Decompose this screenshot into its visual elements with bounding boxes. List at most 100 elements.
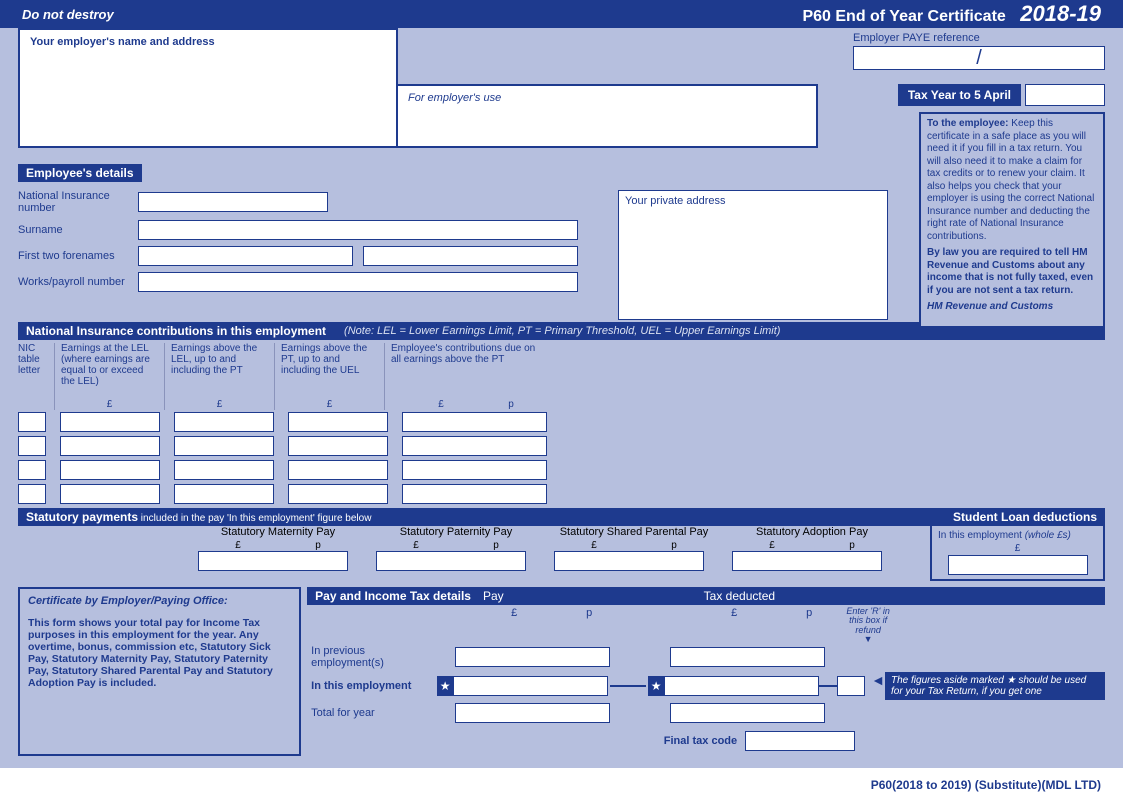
forename1-input[interactable]	[138, 246, 353, 266]
form-title: P60 End of Year Certificate 2018-19	[802, 1, 1101, 27]
student-loan-input[interactable]	[948, 555, 1088, 575]
final-tax-code-label: Final tax code	[657, 735, 737, 747]
nic-col-above-pt: Earnings above the PT, up to and includi…	[281, 343, 378, 399]
nic-letter-input[interactable]	[18, 484, 46, 504]
ni-number-label: National Insurance number	[18, 190, 138, 214]
pound-symbol: £	[281, 399, 378, 410]
cert-body: This form shows your total pay for Incom…	[28, 617, 291, 689]
this-employment-label: In this employment	[307, 680, 437, 692]
nic-contrib-input[interactable]	[402, 460, 547, 480]
pence-symbol: p	[671, 540, 677, 551]
star-icon: ★	[648, 676, 664, 696]
pence-symbol: p	[491, 399, 531, 410]
refund-hint-text: Enter 'R' in this box if refund	[846, 606, 889, 635]
statutory-header-text: Statutory payments	[26, 510, 138, 524]
notice-body: Keep this certificate in a safe place as…	[927, 118, 1094, 242]
statutory-input[interactable]	[198, 551, 348, 571]
ni-number-input[interactable]	[138, 192, 328, 212]
employer-name-address-box[interactable]: Your employer's name and address	[18, 28, 398, 148]
title-year: 2018-19	[1020, 1, 1101, 26]
nic-row	[18, 460, 1105, 480]
paye-separator: /	[976, 47, 982, 70]
tax-year-input[interactable]	[1025, 84, 1105, 106]
nic-contrib-input[interactable]	[402, 412, 547, 432]
pound-symbol: £	[391, 399, 491, 410]
this-pay-input[interactable]	[453, 676, 608, 696]
employee-details-header: Employee's details	[18, 164, 142, 182]
statutory-input[interactable]	[554, 551, 704, 571]
statutory-column: Statutory Shared Parental Pay£p	[554, 526, 714, 581]
nic-contrib-input[interactable]	[402, 484, 547, 504]
nic-above-pt-input[interactable]	[288, 484, 388, 504]
forename2-input[interactable]	[363, 246, 578, 266]
pay-header: Pay and Income Tax details	[315, 589, 471, 603]
nic-above-pt-input[interactable]	[288, 436, 388, 456]
pound-symbol: £	[769, 540, 775, 551]
final-tax-code-input[interactable]	[745, 731, 855, 751]
statutory-column: Statutory Paternity Pay£p	[376, 526, 536, 581]
paye-reference-input[interactable]: /	[853, 46, 1105, 70]
statutory-section-header: Statutory payments included in the pay '…	[18, 508, 1105, 526]
nic-col-above-lel: Earnings above the LEL, up to and includ…	[171, 343, 268, 399]
employer-use-label: For employer's use	[408, 92, 501, 104]
this-tax-input[interactable]	[664, 676, 819, 696]
figures-note: The figures aside marked ★ should be use…	[885, 672, 1105, 700]
arrow-left-icon: ◄	[871, 672, 885, 688]
nic-contrib-input[interactable]	[402, 436, 547, 456]
total-tax-input[interactable]	[670, 703, 825, 723]
nic-above-lel-input[interactable]	[174, 460, 274, 480]
surname-input[interactable]	[138, 220, 578, 240]
student-loan-note: In this employment	[938, 530, 1025, 541]
employer-use-box[interactable]: For employer's use	[398, 84, 818, 148]
pound-symbol: £	[235, 540, 241, 551]
nic-letter-input[interactable]	[18, 436, 46, 456]
statutory-col-label: Statutory Adoption Pay	[732, 526, 892, 538]
arrow-down-icon: ▼	[864, 634, 873, 644]
statutory-input[interactable]	[376, 551, 526, 571]
pence-symbol: p	[315, 540, 321, 551]
statutory-col-label: Statutory Shared Parental Pay	[554, 526, 714, 538]
nic-lel-input[interactable]	[60, 412, 160, 432]
nic-lel-input[interactable]	[60, 460, 160, 480]
refund-r-input[interactable]	[837, 676, 865, 696]
works-number-input[interactable]	[138, 272, 578, 292]
header-bar: Do not destroy P60 End of Year Certifica…	[0, 0, 1123, 28]
tax-column-header: Tax deducted	[704, 589, 775, 603]
nic-above-lel-input[interactable]	[174, 484, 274, 504]
prev-employment-label: In previous employment(s)	[307, 645, 437, 669]
footer-text: P60(2018 to 2019) (Substitute)(MDL LTD)	[871, 778, 1101, 792]
certificate-box: Certificate by Employer/Paying Office: T…	[18, 587, 301, 756]
nic-lel-input[interactable]	[60, 436, 160, 456]
prev-pay-input[interactable]	[455, 647, 610, 667]
nic-col-lel: Earnings at the LEL (where earnings are …	[61, 343, 158, 399]
nic-col-letter: NIC table letter	[18, 343, 48, 399]
statutory-column: Statutory Maternity Pay £ p	[198, 526, 358, 581]
statutory-col-label: Statutory Maternity Pay	[198, 526, 358, 538]
nic-letter-input[interactable]	[18, 460, 46, 480]
statutory-columns: Statutory Maternity Pay £ p Statutory Pater…	[198, 526, 910, 581]
nic-above-pt-input[interactable]	[288, 412, 388, 432]
pence-symbol: p	[789, 607, 829, 645]
nic-above-pt-input[interactable]	[288, 460, 388, 480]
nic-lel-input[interactable]	[60, 484, 160, 504]
nic-letter-input[interactable]	[18, 412, 46, 432]
nic-above-lel-input[interactable]	[174, 412, 274, 432]
pence-symbol: p	[569, 607, 609, 645]
nic-row	[18, 436, 1105, 456]
notice-law: By law you are required to tell HM Reven…	[927, 247, 1093, 296]
total-pay-input[interactable]	[455, 703, 610, 723]
prev-tax-input[interactable]	[670, 647, 825, 667]
private-address-box[interactable]: Your private address	[618, 190, 888, 320]
nic-above-lel-input[interactable]	[174, 436, 274, 456]
paye-label: Employer PAYE reference	[853, 32, 1105, 44]
nic-header-text: National Insurance contributions in this…	[26, 324, 326, 338]
title-text: P60 End of Year Certificate	[802, 8, 1005, 25]
tax-year-label: Tax Year to 5 April	[898, 84, 1021, 106]
do-not-destroy: Do not destroy	[22, 7, 114, 22]
statutory-sub: included in the pay 'In this employment'…	[138, 513, 371, 524]
notice-signature: HM Revenue and Customs	[927, 301, 1053, 312]
pay-tax-box: Pay and Income Tax details Pay Tax deduc…	[307, 587, 1105, 756]
statutory-input[interactable]	[732, 551, 882, 571]
pound-symbol: £	[413, 540, 419, 551]
nic-input-rows	[18, 412, 1105, 504]
